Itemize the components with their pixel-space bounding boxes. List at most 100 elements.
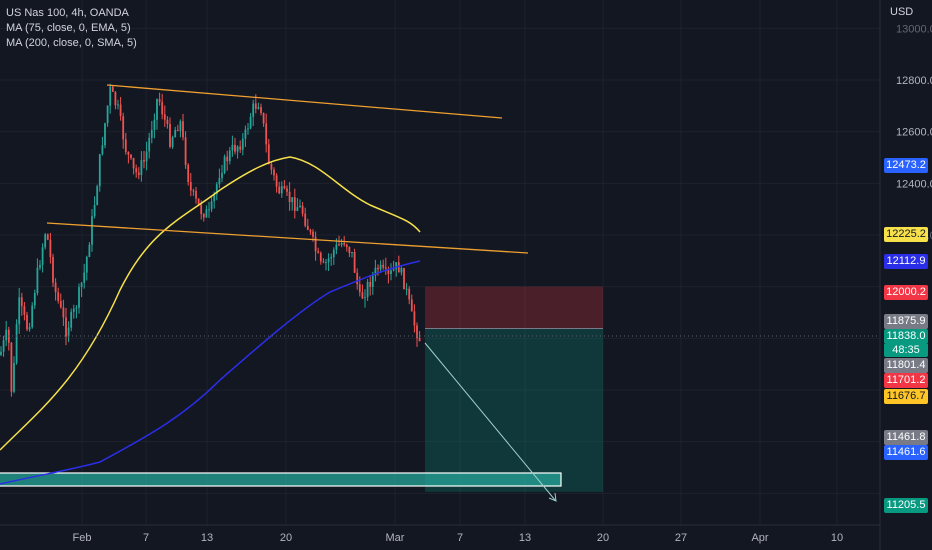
candle-body [241, 138, 244, 150]
candle-body [410, 299, 413, 312]
candle-body [44, 234, 47, 248]
candle-body [148, 137, 151, 152]
candle-body [20, 297, 23, 307]
ma75-legend[interactable]: MA (75, close, 0, EMA, 5) [6, 22, 131, 34]
candle-body [28, 327, 31, 330]
ma200-legend[interactable]: MA (200, close, 0, SMA, 5) [6, 37, 137, 49]
candle-body [392, 269, 395, 271]
candle-body [267, 144, 270, 164]
candle-body [13, 362, 15, 392]
x-tick-label: Mar [386, 532, 405, 544]
y-tick-label: 12600.0 [896, 127, 932, 139]
candle-body [26, 314, 28, 330]
candle-body [286, 188, 288, 192]
candle-body [397, 262, 400, 273]
candle-body [348, 247, 351, 254]
candle-body [330, 257, 333, 259]
x-tick-label: 20 [280, 532, 292, 544]
candle-body [356, 272, 359, 285]
candle-body [67, 327, 70, 337]
candle-body [384, 267, 387, 269]
candle-body [374, 267, 377, 276]
candle-body [299, 205, 301, 208]
projection-arrow-head [548, 492, 557, 502]
price-tag: 11205.5 [884, 498, 928, 513]
candle-body [18, 297, 21, 325]
candle-body [332, 249, 335, 258]
candle-body [137, 172, 140, 175]
bar-countdown: 48:35 [884, 344, 928, 357]
candle-body [265, 123, 268, 145]
candle-body [98, 154, 101, 187]
candle-body [111, 86, 114, 92]
price-tag: 11676.7 [884, 389, 928, 404]
candle-body [127, 152, 130, 155]
candle-body [371, 275, 374, 287]
candle-body [153, 119, 156, 131]
candle-body [340, 243, 343, 245]
current-price-tag: 11838.0 [884, 329, 928, 344]
candle-body [70, 311, 73, 328]
chart-grid [0, 0, 880, 525]
candle-body [369, 281, 372, 287]
support-zone-box [0, 472, 562, 487]
x-tick-label: 20 [597, 532, 609, 544]
candle-body [234, 144, 236, 152]
candle-body [135, 168, 138, 173]
price-tag: 11461.8 [884, 430, 928, 445]
x-tick-label: 10 [831, 532, 843, 544]
candle-body [31, 305, 34, 328]
candle-body [208, 209, 210, 211]
candle-body [327, 258, 330, 263]
candle-body [117, 104, 119, 106]
candle-body [283, 186, 286, 189]
candle-body [130, 154, 132, 159]
candle-body [244, 129, 247, 139]
candle-body [270, 163, 273, 170]
candle-body [351, 251, 353, 254]
candle-body [179, 121, 182, 131]
candle-body [122, 116, 125, 140]
y-tick-label: 12800.0 [896, 75, 932, 87]
ma75-line [0, 156, 421, 451]
price-tag: 11461.6 [884, 445, 928, 460]
candle-body [197, 198, 200, 205]
candle-body [364, 297, 366, 299]
candle-body [195, 190, 197, 199]
candle-body [176, 129, 179, 131]
candle-body [93, 205, 96, 217]
candle-body [80, 282, 83, 288]
stop-loss-zone [425, 286, 603, 329]
candle-body [158, 99, 161, 102]
x-tick-label: 27 [675, 532, 687, 544]
candle-body [150, 130, 153, 138]
candle-body [275, 175, 278, 187]
candle-body [109, 86, 112, 106]
candle-body [49, 239, 52, 258]
candle-body [379, 264, 382, 270]
currency-label: USD [890, 6, 914, 18]
candle-body [236, 146, 239, 152]
chart-legend: US Nas 100, 4h, OANDA MA (75, close, 0, … [6, 6, 137, 51]
candle-body [361, 292, 364, 299]
candle-body [319, 252, 322, 262]
candle-body [413, 311, 416, 326]
candle-body [262, 112, 265, 124]
candle-body [403, 267, 405, 290]
position-zones [0, 286, 603, 492]
candle-body [91, 216, 93, 245]
candle-body [345, 244, 348, 248]
candle-body [254, 103, 257, 109]
candle-body [189, 182, 192, 191]
candle-body [213, 193, 216, 202]
symbol-title[interactable]: US Nas 100, 4h, OANDA [6, 7, 129, 19]
candle-body [62, 307, 65, 318]
candle-body [390, 270, 392, 274]
price-tag: 12225.2 [884, 227, 928, 242]
candle-body [338, 244, 340, 246]
candle-body [325, 262, 327, 264]
candle-body [85, 256, 88, 273]
candle-body [366, 281, 369, 298]
candle-body [312, 231, 314, 237]
